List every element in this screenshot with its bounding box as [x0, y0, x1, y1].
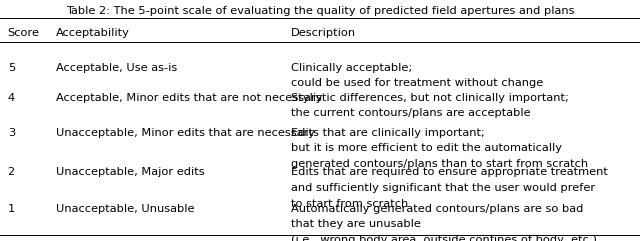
Text: 5: 5 [8, 63, 15, 73]
Text: to start from scratch: to start from scratch [291, 199, 408, 209]
Text: Acceptable, Use as-is: Acceptable, Use as-is [56, 63, 177, 73]
Text: Clinically acceptable;: Clinically acceptable; [291, 63, 412, 73]
Text: but it is more efficient to edit the automatically: but it is more efficient to edit the aut… [291, 143, 562, 153]
Text: Automatically generated contours/plans are so bad: Automatically generated contours/plans a… [291, 204, 584, 214]
Text: that they are unusable: that they are unusable [291, 219, 421, 229]
Text: 3: 3 [8, 128, 15, 138]
Text: Description: Description [291, 28, 356, 38]
Text: Edits that are required to ensure appropriate treatment: Edits that are required to ensure approp… [291, 167, 608, 177]
Text: Edits that are clinically important;: Edits that are clinically important; [291, 128, 485, 138]
Text: 4: 4 [8, 93, 15, 103]
Text: 1: 1 [8, 204, 15, 214]
Text: Unacceptable, Unusable: Unacceptable, Unusable [56, 204, 195, 214]
Text: the current contours/plans are acceptable: the current contours/plans are acceptabl… [291, 108, 531, 118]
Text: and sufficiently significant that the user would prefer: and sufficiently significant that the us… [291, 183, 595, 193]
Text: Table 2: The 5-point scale of evaluating the quality of predicted field aperture: Table 2: The 5-point scale of evaluating… [66, 6, 574, 16]
Text: Acceptability: Acceptability [56, 28, 130, 38]
Text: Acceptable, Minor edits that are not necessary: Acceptable, Minor edits that are not nec… [56, 93, 323, 103]
Text: Unacceptable, Major edits: Unacceptable, Major edits [56, 167, 205, 177]
Text: Stylistic differences, but not clinically important;: Stylistic differences, but not clinicall… [291, 93, 569, 103]
Text: (i.e., wrong body area, outside confines of body, etc.): (i.e., wrong body area, outside confines… [291, 235, 597, 241]
Text: Unacceptable, Minor edits that are necessary: Unacceptable, Minor edits that are neces… [56, 128, 316, 138]
Text: Score: Score [8, 28, 40, 38]
Text: generated contours/plans than to start from scratch: generated contours/plans than to start f… [291, 159, 588, 169]
Text: could be used for treatment without change: could be used for treatment without chan… [291, 78, 543, 88]
Text: 2: 2 [8, 167, 15, 177]
